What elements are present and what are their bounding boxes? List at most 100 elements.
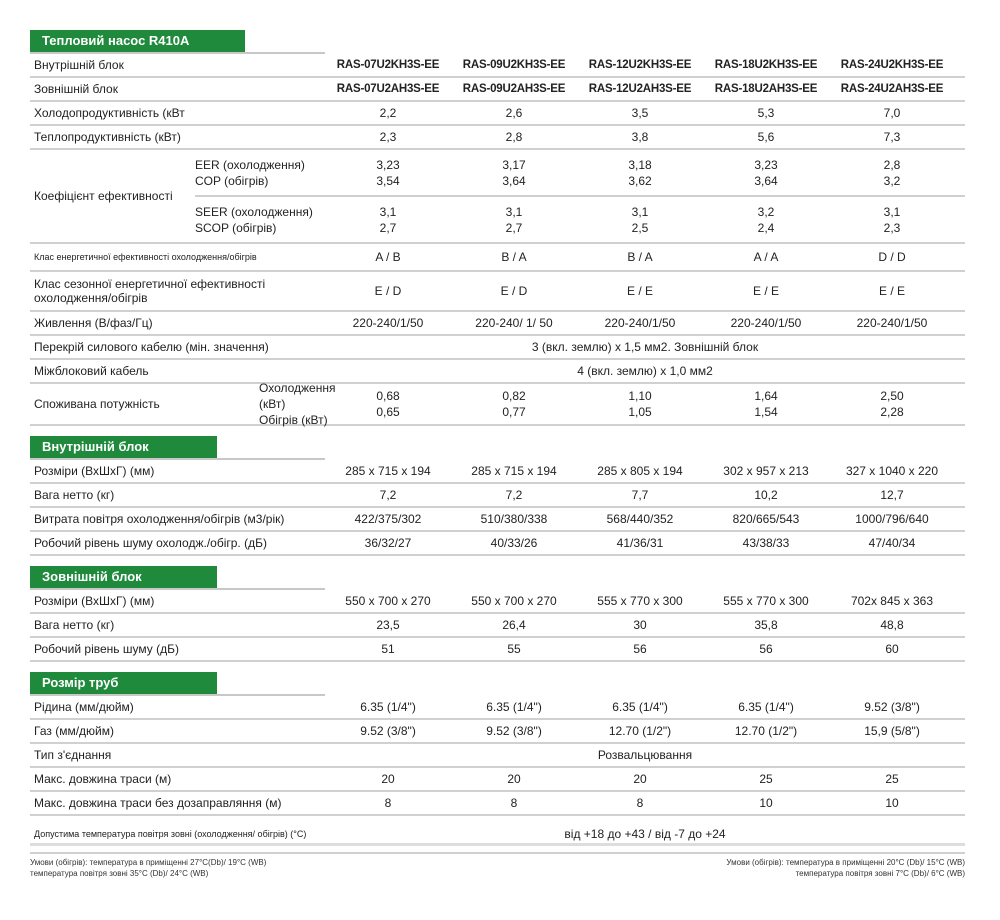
cell-value: E / D bbox=[374, 284, 402, 298]
cell-value: RAS-07U2AH3S-EE bbox=[336, 83, 440, 95]
cell-value: B / A bbox=[501, 250, 527, 264]
cell-value: 3,1 2,7 bbox=[325, 204, 451, 236]
cell-value: 2,50 2,28 bbox=[829, 388, 955, 420]
row-label-text: Робочий рівень шуму (дБ) bbox=[34, 642, 179, 656]
row-label: Міжблоковий кабель bbox=[30, 360, 325, 382]
cell-value: RAS-12U2AH3S-EE bbox=[588, 83, 692, 95]
power-label: Споживана потужність bbox=[34, 397, 160, 411]
cell-value: 7,7 bbox=[631, 488, 649, 502]
spanning-value: Розвальцювання bbox=[597, 748, 693, 762]
cell-value: 2,6 bbox=[505, 106, 523, 120]
cell-value-line: 3,18 bbox=[628, 157, 652, 172]
cell-value: 12.70 (1/2") bbox=[734, 724, 798, 738]
row-label-text: Зовнішній блок bbox=[34, 82, 118, 96]
table-row: Перекрій силового кабелю (мін. значення)… bbox=[30, 336, 965, 360]
cell-value: 48,8 bbox=[880, 618, 904, 632]
row-label-text: Розміри (ВхШхГ) (мм) bbox=[34, 464, 155, 478]
power-group: Споживана потужність Охолодження (кВт) Обі… bbox=[30, 381, 965, 427]
cell-value: 56 bbox=[759, 642, 773, 656]
efficiency-group: Коефіцієнт ефективності EER (охолодження)… bbox=[30, 150, 965, 244]
table-row: Клас енергетичної ефективності охолоджен… bbox=[30, 244, 965, 272]
cell-value-line: 0,68 bbox=[376, 389, 400, 403]
cell-value: 9.52 (3/8") bbox=[486, 724, 542, 738]
cell-value: 7,2 bbox=[505, 488, 523, 502]
footnote-line: Умови (обігрів): температура в приміщенн… bbox=[726, 858, 965, 867]
cell-value: 7,0 bbox=[883, 106, 901, 120]
cell-value: A / B bbox=[375, 250, 401, 264]
row-label: Внутрішній блок bbox=[30, 54, 325, 76]
row-label-text: Міжблоковий кабель bbox=[34, 364, 149, 378]
cell-value-line: 3,23 bbox=[754, 157, 778, 172]
table-row: Газ (мм/дюйм) 9.52 (3/8") 9.52 (3/8") 12.70… bbox=[30, 720, 965, 744]
row-label: Газ (мм/дюйм) bbox=[30, 720, 325, 742]
cell-value: 43/38/33 bbox=[742, 536, 790, 550]
row-label-text: Робочий рівень шуму охолодж./обігр. (дБ) bbox=[34, 536, 267, 550]
cell-value: 8 bbox=[636, 796, 644, 810]
row-label: Живлення (В/фаз/Гц) bbox=[30, 312, 325, 334]
cell-value-line: 2,4 bbox=[757, 220, 775, 235]
cell-value: 2,8 bbox=[505, 130, 523, 144]
cell-value: RAS-12U2KH3S-EE bbox=[588, 59, 692, 71]
cell-value: B / A bbox=[627, 250, 653, 264]
sub-label-line: SEER (охолодження) bbox=[195, 204, 313, 219]
cell-value: 285 x 715 x 194 bbox=[345, 464, 431, 478]
footnote-line: Умови (обігрів): температура в приміщенн… bbox=[30, 858, 267, 867]
cell-value: 1,10 1,05 bbox=[577, 388, 703, 420]
cell-value: 555 x 770 x 300 bbox=[723, 594, 809, 608]
table-row: Вага нетто (кг) 23,5 26,4 30 35,8 48,8 bbox=[30, 614, 965, 638]
cell-value-line: 3,54 bbox=[376, 173, 400, 188]
spec-table: Тепловий насос R410A Внутрішній блок RAS-… bbox=[30, 30, 965, 854]
cell-value: 20 bbox=[381, 772, 395, 786]
table-row: Робочий рівень шуму (дБ) 51 55 56 56 60 bbox=[30, 638, 965, 662]
cell-value-line: 3,17 bbox=[502, 157, 526, 172]
cell-value: 550 x 700 x 270 bbox=[471, 594, 557, 608]
cell-value: 3,8 bbox=[631, 130, 649, 144]
spanning-value: від +18 до +43 / від -7 до +24 bbox=[564, 827, 726, 841]
row-label: Зовнішній блок bbox=[30, 78, 325, 100]
cell-value: E / E bbox=[878, 284, 905, 298]
cell-value: 510/380/338 bbox=[480, 512, 548, 526]
table-row: Зовнішній блок RAS-07U2AH3S-EE RAS-09U2AH3… bbox=[30, 78, 965, 102]
table-row: EER (охолодження) COP (обігрів) 3,23 3,54 3,… bbox=[195, 150, 965, 195]
spanning-value: 4 (вкл. землю) x 1,0 мм2 bbox=[577, 364, 713, 378]
cell-value: 3,1 2,3 bbox=[829, 204, 955, 236]
spanning-value: 3 (вкл. землю) x 1,5 мм2. Зовнішній блок bbox=[531, 340, 759, 354]
cell-value: 702x 845 x 363 bbox=[850, 594, 934, 608]
cell-value: 285 x 715 x 194 bbox=[471, 464, 557, 478]
row-label-text: Макс. довжина траси (м) bbox=[34, 772, 172, 786]
cell-value: 2,8 3,2 bbox=[829, 157, 955, 189]
indoor-section: Розміри (ВхШхГ) (мм) 285 x 715 x 194 285 x… bbox=[30, 460, 965, 556]
cell-value: 25 bbox=[759, 772, 773, 786]
table-row: Тип з'єднання Розвальцювання bbox=[30, 744, 965, 768]
cell-value: 220-240/1/50 bbox=[352, 316, 424, 330]
cell-value-line: 2,5 bbox=[631, 220, 649, 235]
row-label: Витрата повітря охолодження/обігрів (м3/… bbox=[30, 508, 325, 530]
sub-label-line: SCOP (обігрів) bbox=[195, 220, 277, 235]
cell-value: 327 x 1040 x 220 bbox=[845, 464, 939, 478]
row-label-text: Теплопродуктивність (кВт) bbox=[34, 130, 181, 144]
cell-value: RAS-09U2KH3S-EE bbox=[462, 59, 566, 71]
cell-value: 56 bbox=[633, 642, 647, 656]
cell-value: 820/665/543 bbox=[732, 512, 800, 526]
cell-value: 2,3 bbox=[379, 130, 397, 144]
cell-value: 220-240/1/50 bbox=[604, 316, 676, 330]
cell-value: 10 bbox=[885, 796, 899, 810]
cell-value: 5,6 bbox=[757, 130, 775, 144]
cell-value: 6.35 (1/4") bbox=[738, 700, 794, 714]
outdoor-section-header: Зовнішній блок bbox=[30, 566, 325, 590]
cell-value: 15,9 (5/8") bbox=[864, 724, 920, 738]
table-row: SEER (охолодження) SCOP (обігрів) 3,1 2,7 3,… bbox=[195, 195, 965, 242]
cell-value-line: 1,10 bbox=[628, 389, 652, 403]
sub-label: Охолодження (кВт) Обігрів (кВт) bbox=[259, 380, 335, 428]
row-label: Холодопродуктивність (кВт bbox=[30, 102, 325, 124]
row-label-text: Вага нетто (кг) bbox=[34, 618, 115, 632]
row-label-text: Допустима температура повітря зовні (охо… bbox=[34, 829, 307, 839]
cell-value: RAS-18U2KH3S-EE bbox=[714, 59, 818, 71]
cell-value: 3,23 3,64 bbox=[703, 157, 829, 189]
table-row: Розміри (ВхШхГ) (мм) 550 x 700 x 270 550 x… bbox=[30, 590, 965, 614]
table-row: Допустима температура повітря зовні (охо… bbox=[30, 816, 965, 854]
cell-value: 20 bbox=[507, 772, 521, 786]
cell-value-line: 3,1 bbox=[379, 204, 397, 219]
sub-label-line: EER (охолодження) bbox=[195, 157, 305, 172]
sub-label-line: COP (обігрів) bbox=[195, 173, 269, 188]
